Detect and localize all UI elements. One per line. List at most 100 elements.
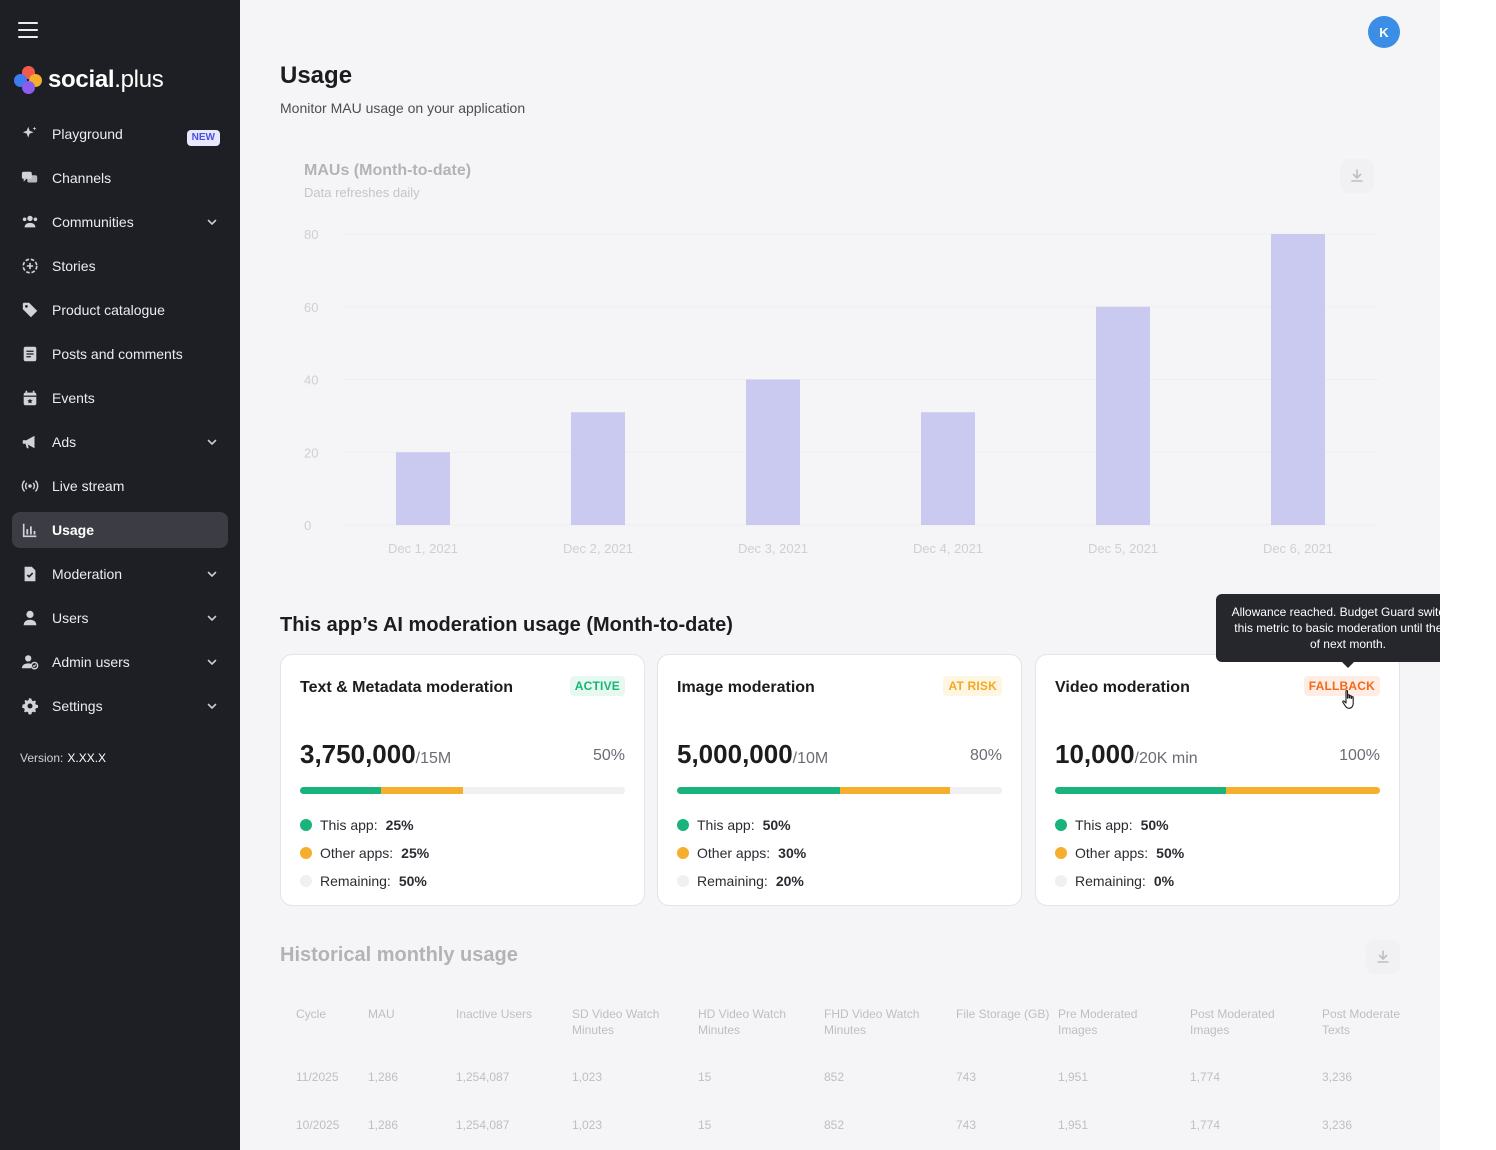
usage-legend: This app: 50% Other apps: 30% Remaining: 20% xyxy=(677,811,806,895)
chevron-down-icon[interactable] xyxy=(206,568,218,580)
x-tick-label: Dec 3, 2021 xyxy=(738,541,808,556)
gray-dot-icon xyxy=(677,875,689,887)
historical-usage-table: Cycle MAU Inactive Users SD Video Watch Min… xyxy=(280,986,1400,1150)
sidebar: social.plus Playground NEW Channels Communi… xyxy=(0,0,240,1150)
sidebar-item-communities[interactable]: Communities xyxy=(12,204,228,240)
status-badge[interactable]: FALLBACK xyxy=(1303,676,1380,696)
legend-value: 25% xyxy=(401,845,430,861)
table-header-cell: Post Moderated Images xyxy=(1190,1007,1275,1037)
sidebar-item-label: Product catalogue xyxy=(52,302,165,318)
sidebar-item-admin-users[interactable]: Admin users xyxy=(12,644,228,680)
legend-value: 50% xyxy=(1156,845,1185,861)
x-tick-label: Dec 4, 2021 xyxy=(913,541,983,556)
gear-icon xyxy=(20,696,40,716)
legend-value: 20% xyxy=(775,873,804,889)
sidebar-item-channels[interactable]: Channels xyxy=(12,160,228,196)
bar-6[interactable] xyxy=(1271,234,1325,525)
table-cell: 743 xyxy=(956,1118,977,1132)
sidebar-item-stories[interactable]: Stories xyxy=(12,248,228,284)
legend-remaining: Remaining: 0% xyxy=(1055,867,1184,895)
usage-value: 3,750,000/15M xyxy=(300,739,451,770)
bar-3[interactable] xyxy=(746,379,800,526)
legend-other-apps: Other apps: 50% xyxy=(1055,839,1184,867)
table-cell: 1,951 xyxy=(1058,1070,1089,1084)
sidebar-item-events[interactable]: Events xyxy=(12,380,228,416)
table-header-cell: File Storage (GB) xyxy=(956,1007,1050,1021)
status-badge[interactable]: AT RISK xyxy=(943,676,1002,696)
green-dot-icon xyxy=(1055,819,1067,831)
moderation-card-title: Video moderation xyxy=(1055,679,1190,696)
calendar-icon xyxy=(20,388,40,408)
moderation-card-image-moderation: Image moderation AT RISK 5,000,000/10M 80% T… xyxy=(657,654,1022,906)
usage-legend: This app: 25% Other apps: 25% Remaining: 50% xyxy=(300,811,429,895)
page-title: Usage xyxy=(280,62,353,89)
main-content: K Usage Monitor MAU usage on your applic… xyxy=(240,0,1440,1150)
sidebar-item-ads[interactable]: Ads xyxy=(12,424,228,460)
moderation-card-title: Text & Metadata moderation xyxy=(300,679,514,696)
bar-2[interactable] xyxy=(571,412,625,525)
sidebar-item-product-catalogue[interactable]: Product catalogue xyxy=(12,292,228,328)
x-tick-label: Dec 1, 2021 xyxy=(388,541,458,556)
table-header-cell: MAU xyxy=(368,1007,395,1021)
table-cell: 1,951 xyxy=(1058,1118,1089,1132)
chevron-down-icon[interactable] xyxy=(206,612,218,624)
table-cell: 852 xyxy=(824,1070,845,1084)
mau-chart-card: 0 20 40 60 80 Dec 1, 2021 Dec 2, 2021 Dec 3, 20… xyxy=(280,134,1400,582)
usage-value: 10,000/20K min xyxy=(1055,739,1198,770)
bar-4[interactable] xyxy=(921,412,975,525)
sidebar-nav: Playground NEW Channels Communities Stories P… xyxy=(12,116,228,732)
chevron-down-icon[interactable] xyxy=(206,436,218,448)
sidebar-item-live-stream[interactable]: Live stream xyxy=(12,468,228,504)
progress-this-app xyxy=(677,787,840,794)
sidebar-item-label: Events xyxy=(52,390,95,406)
bar-1[interactable] xyxy=(396,452,450,525)
sidebar-item-label: Stories xyxy=(52,258,96,274)
sidebar-item-label: Usage xyxy=(52,522,95,538)
gray-dot-icon xyxy=(1055,875,1067,887)
gray-dot-icon xyxy=(300,875,312,887)
sidebar-item-label: Channels xyxy=(52,170,112,186)
y-tick-label: 60 xyxy=(304,300,318,315)
chevron-down-icon[interactable] xyxy=(206,216,218,228)
version-value: X.XX.X xyxy=(67,751,107,765)
sidebar-item-settings[interactable]: Settings xyxy=(12,688,228,724)
sidebar-item-label: Moderation xyxy=(52,566,123,582)
sidebar-item-usage[interactable]: Usage xyxy=(12,512,228,548)
chevron-down-icon[interactable] xyxy=(206,700,218,712)
historical-usage-section: Historical monthly usage Cycle MAU Inactiv… xyxy=(280,934,1400,1150)
sidebar-item-playground[interactable]: Playground NEW xyxy=(12,116,228,152)
legend-label: Remaining: xyxy=(697,873,768,889)
sidebar-item-posts-and-comments[interactable]: Posts and comments xyxy=(12,336,228,372)
chart-subtitle: Data refreshes daily xyxy=(304,185,420,200)
sidebar-item-label: Users xyxy=(52,610,89,626)
brand-name: social xyxy=(48,66,115,93)
chart-download-button[interactable] xyxy=(1340,159,1374,193)
brand-logo[interactable]: social.plus xyxy=(14,66,164,94)
bar-5[interactable] xyxy=(1096,306,1150,525)
usage-percent: 50% xyxy=(592,747,625,764)
sidebar-item-label: Live stream xyxy=(52,478,125,494)
sidebar-item-users[interactable]: Users xyxy=(12,600,228,636)
chevron-down-icon[interactable] xyxy=(206,656,218,668)
usage-legend: This app: 50% Other apps: 50% Remaining: 0% xyxy=(1055,811,1184,895)
hamburger-menu-icon[interactable] xyxy=(18,22,38,42)
logo-icon xyxy=(14,66,42,94)
orange-dot-icon xyxy=(677,847,689,859)
progress-other-apps xyxy=(1225,787,1380,794)
x-tick-label: Dec 5, 2021 xyxy=(1088,541,1158,556)
y-tick-label: 80 xyxy=(304,227,318,242)
table-cell: 10/2025 xyxy=(296,1118,340,1132)
page-subtitle: Monitor MAU usage on your application xyxy=(280,100,526,116)
usage-limit: /10M xyxy=(792,750,829,767)
legend-label: Remaining: xyxy=(1075,873,1146,889)
legend-label: This app: xyxy=(320,817,378,833)
table-header-cell: Cycle xyxy=(296,1007,327,1021)
history-download-button[interactable] xyxy=(1366,940,1400,974)
brand-suffix: plus xyxy=(120,66,164,93)
table-cell: 1,254,087 xyxy=(456,1118,510,1132)
avatar[interactable]: K xyxy=(1368,16,1400,48)
legend-label: This app: xyxy=(1075,817,1133,833)
sidebar-item-moderation[interactable]: Moderation xyxy=(12,556,228,592)
status-badge[interactable]: ACTIVE xyxy=(569,676,625,696)
legend-label: This app: xyxy=(697,817,755,833)
